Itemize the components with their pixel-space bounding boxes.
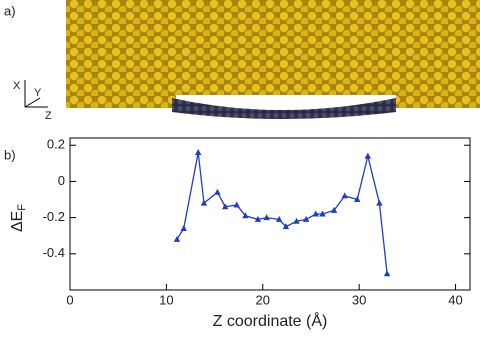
data-point — [376, 200, 382, 206]
x-tick-label: 30 — [352, 292, 366, 307]
data-point — [195, 149, 201, 155]
panel-label: a) — [4, 3, 16, 18]
data-line — [177, 152, 387, 273]
axis-letter: Z — [45, 110, 52, 122]
y-label-main: ΔE — [9, 211, 26, 232]
data-point — [341, 192, 347, 198]
panel-label: b) — [4, 147, 16, 162]
axis-letter: X — [13, 80, 21, 92]
structure — [66, 0, 480, 119]
y-label-sub: F — [16, 204, 28, 211]
molecule — [172, 98, 396, 119]
x-tick-label: 0 — [66, 292, 73, 307]
data-point — [365, 153, 371, 159]
y-tick-label: -0.2 — [43, 209, 65, 224]
plot-frame — [70, 138, 470, 290]
y-tick-label: 0.2 — [47, 137, 65, 152]
x-tick-label: 40 — [448, 292, 462, 307]
y-tick-label: 0 — [58, 173, 65, 188]
figure: a) X Y Z b) Z coordinate (Å) ΔEF 0 10 20 30… — [0, 0, 480, 334]
data-point — [263, 214, 269, 220]
x-axis-label: Z coordinate (Å) — [213, 311, 328, 330]
data-point — [234, 201, 240, 207]
axis-letter: Y — [34, 87, 42, 99]
nanotube-end — [66, 88, 176, 108]
data-point — [303, 216, 309, 222]
data-point — [214, 189, 220, 195]
x-tick-label: 20 — [256, 292, 270, 307]
data-point — [181, 225, 187, 231]
nanotube — [66, 0, 480, 95]
y-tick-label: -0.4 — [43, 245, 65, 260]
data-point — [384, 270, 390, 276]
nanotube-end — [396, 88, 480, 108]
y-axis-label: ΔEF — [9, 204, 28, 232]
x-tick-label: 10 — [159, 292, 173, 307]
page: a) X Y Z b) Z coordinate (Å) ΔEF 0 10 20 30… — [0, 0, 480, 334]
